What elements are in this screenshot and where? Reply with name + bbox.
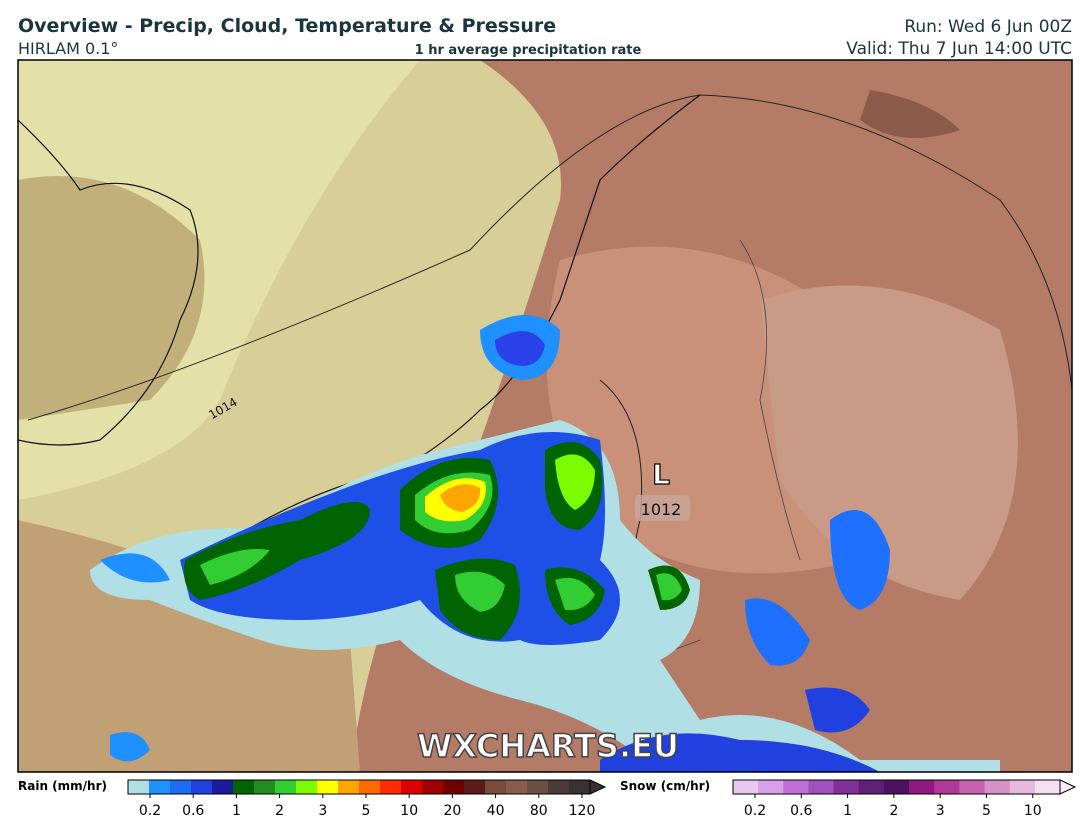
snow-swatch [1034,780,1061,794]
rain-tick-label: 40 [487,803,505,819]
rain-swatch [359,780,381,794]
snow-tick-label: 3 [936,803,945,819]
rain-swatch [191,780,213,794]
watermark: WXCHARTS.EU [417,727,679,765]
rain-swatch [254,780,276,794]
snow-swatch [758,780,784,794]
rain-swatch [548,780,570,794]
snow-swatch [883,780,910,794]
rain-swatch [338,780,360,794]
snow-tick-label: 2 [889,803,898,819]
rain-swatch [317,780,339,794]
snow-legend-title: Snow (cm/hr) [620,779,710,793]
rain-swatch [149,780,171,794]
snow-swatch [858,780,885,794]
valid-time: Valid: Thu 7 Jun 14:00 UTC [846,39,1072,59]
colorbars: 0.2 0.6 1 2 3 5 10 20 40 80 120 0.2 0.6 1 2 3 5 10 [127,779,1077,819]
rain-tick-label: 5 [362,803,371,819]
rain-tick-label: 0.6 [182,803,204,819]
rain-swatch [464,780,486,794]
rain-tick-label: 2 [275,803,284,819]
rain-tick-label: 20 [443,803,461,819]
rain-swatch [128,780,150,794]
snow-swatch [959,780,986,794]
rain-swatch [212,780,234,794]
snow-tick-label: 0.6 [790,803,812,819]
rain-swatch [401,780,423,794]
rain-tick-label: 120 [569,803,596,819]
map [18,60,1072,772]
title: Overview - Precip, Cloud, Temperature & … [18,15,556,37]
snow-tick-label: 10 [1024,803,1042,819]
snow-swatch [984,780,1011,794]
snow-tick-label: 5 [982,803,991,819]
run-time: Run: Wed 6 Jun 00Z [904,17,1072,37]
snow-swatch [934,780,960,794]
rain-arrow [589,779,607,795]
snow-swatch [808,780,835,794]
low-pressure: 1012 [641,500,682,519]
snow-swatch [833,780,860,794]
rain-swatch [527,780,549,794]
rain-frame [127,779,591,795]
map-frame [17,59,1073,773]
rain-tick-label: 80 [530,803,548,819]
rain-swatch [170,780,192,794]
rain-swatch [485,780,507,794]
rain-swatch [275,780,297,794]
snow-swatch [733,780,759,794]
snow-tick-label: 1 [843,803,852,819]
snow-tick-label: 0.2 [744,803,766,819]
snow-swatch [909,780,935,794]
rain-swatch [380,780,402,794]
rain-swatch [506,780,528,794]
low-marker: L [652,458,670,491]
model: HIRLAM 0.1° [18,39,118,58]
rain-tick-label: 0.2 [139,803,161,819]
rain-tick-label: 10 [400,803,418,819]
snow-swatch [1009,780,1036,794]
rain-swatch [422,780,444,794]
rain-swatch [233,780,255,794]
rain-tick-label: 1 [232,803,241,819]
rain-legend-title: Rain (mm/hr) [18,779,107,793]
rain-tick-label: 3 [318,803,327,819]
snow-arrow [1059,779,1077,795]
subtitle: 1 hr average precipitation rate [415,43,642,58]
rain-swatch [296,780,318,794]
rain-swatch [569,780,591,794]
snow-frame [732,779,1061,795]
snow-swatch [783,780,809,794]
rain-swatch [443,780,465,794]
